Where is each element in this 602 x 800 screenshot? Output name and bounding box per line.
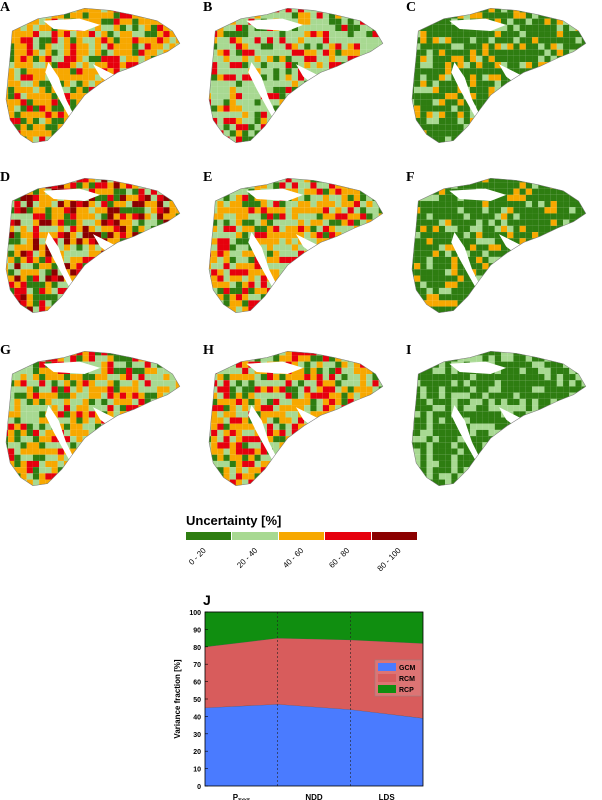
legend-swatch-gcm (378, 663, 396, 671)
panel-letter: B (203, 0, 213, 15)
legend-title: Uncertainty [%] (186, 513, 282, 528)
map-panel-c: C (406, 0, 596, 150)
uncertainty-map (5, 8, 181, 144)
x-tick-label-main: P (233, 793, 239, 800)
y-tick-label: 0 (197, 784, 201, 791)
y-tick-label: 50 (193, 697, 201, 704)
map-panel-d: D (0, 170, 190, 320)
map-panel-f: F (406, 170, 596, 320)
legend-swatch (232, 532, 279, 540)
legend-swatch (325, 532, 372, 540)
legend-tick-label: 20 - 40 (234, 546, 259, 570)
uncertainty-map (5, 178, 181, 314)
map-panel-i: I (406, 343, 596, 493)
y-tick-label: 20 (193, 749, 201, 756)
area-gcm (205, 704, 423, 786)
map-panel-h: H (203, 343, 393, 493)
uncertainty-map (411, 8, 587, 144)
area-rcm (205, 638, 423, 719)
panel-letter: H (203, 343, 214, 358)
y-tick-label: 40 (193, 714, 201, 721)
panel-letter: F (406, 170, 415, 185)
uncertainty-map (208, 8, 384, 144)
x-tick-label: PTOT (233, 793, 251, 800)
panel-letter: A (0, 0, 11, 15)
legend-swatch (371, 532, 419, 540)
legend-swatch (278, 532, 326, 540)
map-panel-a: A (0, 0, 190, 150)
area-rcp (205, 612, 423, 647)
y-axis-label: Variance fraction [%] (173, 659, 182, 738)
variance-fraction-chart: 0 10 20 30 40 50 60 70 80 90 100 Variance fraction … (173, 610, 424, 800)
legend-swatch-rcp (378, 685, 396, 693)
y-tick-label: 70 (193, 662, 201, 669)
uncertainty-map (208, 178, 384, 314)
panel-letter: D (0, 170, 11, 185)
x-tick-label-main: LDS (379, 793, 396, 800)
map-panel-b: B (203, 0, 393, 150)
panel-letter: E (203, 170, 213, 185)
y-tick-label: 10 (193, 767, 201, 774)
uncertainty-map (411, 178, 587, 314)
boundary-line-gcm (204, 703, 424, 719)
map-panel-g: G (0, 343, 190, 493)
legend-tick-label: 60 - 80 (327, 546, 352, 570)
x-tick-label: NDD (305, 793, 323, 800)
legend-tick-label: 80 - 100 (375, 546, 403, 574)
map-panel-e: E (203, 170, 393, 320)
x-tick-label: LDS (379, 793, 396, 800)
panel-letter: I (406, 343, 412, 358)
y-tick-label: 30 (193, 732, 201, 739)
uncertainty-map (208, 351, 384, 487)
legend-label-rcm: RCM (399, 676, 415, 683)
panel-letter: C (406, 0, 417, 15)
legend-colorbar (186, 532, 419, 540)
legend-tick-label: 40 - 60 (281, 546, 306, 570)
y-tick-label: 90 (193, 627, 201, 634)
boundary-line-rcm (204, 637, 424, 648)
uncertainty-map (5, 351, 181, 487)
legend-label-gcm: GCM (399, 665, 416, 672)
legend-label-rcp: RCP (399, 687, 414, 694)
legend-tick-label: 0 - 20 (187, 546, 209, 567)
y-tick-label: 60 (193, 680, 201, 687)
legend-swatch-rcm (378, 674, 396, 682)
uncertainty-map (411, 351, 587, 487)
y-tick-label: 100 (189, 610, 201, 617)
x-tick-label-main: NDD (305, 793, 323, 800)
panel-j-label: J (203, 592, 211, 608)
panel-letter: G (0, 343, 11, 358)
y-tick-label: 80 (193, 645, 201, 652)
legend-swatch (186, 532, 233, 540)
